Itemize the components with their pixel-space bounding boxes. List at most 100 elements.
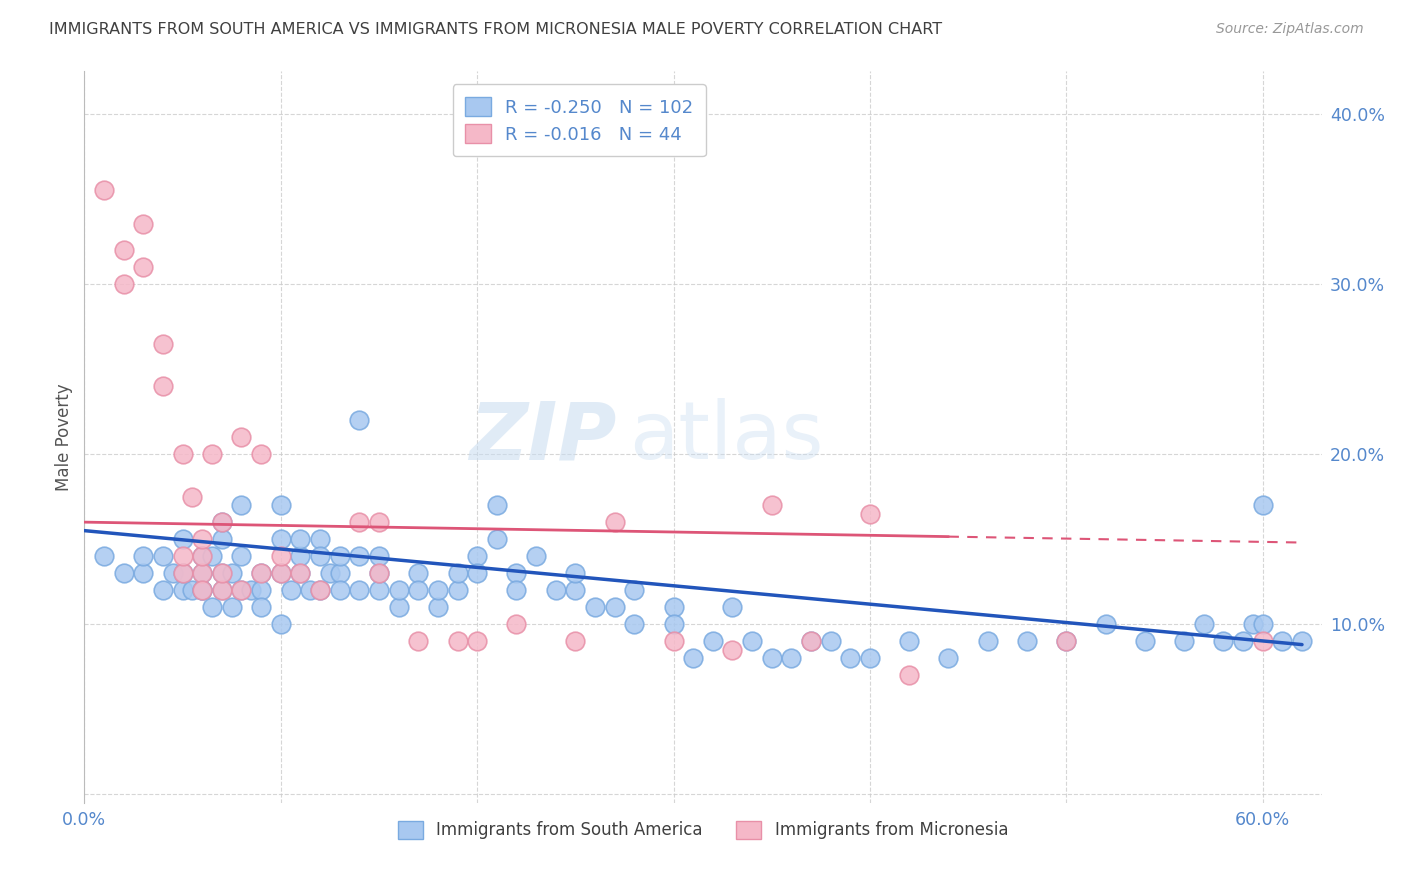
- Point: [741, 634, 763, 648]
- Point: [721, 600, 744, 615]
- Point: [465, 566, 488, 581]
- Point: [800, 634, 823, 648]
- Point: [152, 336, 174, 351]
- Point: [290, 532, 312, 546]
- Point: [191, 532, 214, 546]
- Point: [1251, 617, 1274, 632]
- Point: [112, 243, 135, 257]
- Point: [290, 549, 312, 563]
- Point: [231, 583, 253, 598]
- Point: [211, 532, 233, 546]
- Point: [191, 583, 214, 598]
- Point: [662, 634, 685, 648]
- Point: [162, 566, 184, 581]
- Point: [839, 651, 862, 665]
- Point: [211, 566, 233, 581]
- Point: [1251, 498, 1274, 512]
- Point: [250, 583, 273, 598]
- Point: [231, 583, 253, 598]
- Point: [368, 566, 391, 581]
- Point: [280, 583, 302, 598]
- Point: [329, 566, 352, 581]
- Point: [505, 583, 527, 598]
- Point: [349, 549, 371, 563]
- Point: [1241, 617, 1264, 632]
- Point: [132, 566, 155, 581]
- Point: [682, 651, 704, 665]
- Point: [172, 566, 194, 581]
- Point: [290, 566, 312, 581]
- Point: [309, 532, 332, 546]
- Point: [319, 566, 342, 581]
- Point: [603, 515, 626, 529]
- Point: [270, 549, 292, 563]
- Point: [1212, 634, 1234, 648]
- Point: [270, 566, 292, 581]
- Point: [485, 498, 508, 512]
- Point: [201, 447, 224, 461]
- Point: [309, 583, 332, 598]
- Point: [820, 634, 842, 648]
- Point: [112, 566, 135, 581]
- Point: [1251, 634, 1274, 648]
- Point: [800, 634, 823, 648]
- Legend: Immigrants from South America, Immigrants from Micronesia: Immigrants from South America, Immigrant…: [388, 811, 1018, 849]
- Point: [152, 583, 174, 598]
- Point: [93, 549, 115, 563]
- Point: [112, 277, 135, 291]
- Point: [1094, 617, 1116, 632]
- Point: [132, 549, 155, 563]
- Point: [270, 532, 292, 546]
- Point: [191, 566, 214, 581]
- Point: [201, 600, 224, 615]
- Point: [211, 583, 233, 598]
- Point: [1054, 634, 1077, 648]
- Point: [368, 549, 391, 563]
- Point: [898, 634, 921, 648]
- Point: [623, 583, 645, 598]
- Point: [938, 651, 960, 665]
- Point: [859, 651, 882, 665]
- Point: [485, 532, 508, 546]
- Point: [270, 498, 292, 512]
- Point: [1232, 634, 1254, 648]
- Point: [1015, 634, 1038, 648]
- Point: [211, 583, 233, 598]
- Point: [221, 566, 243, 581]
- Point: [211, 515, 233, 529]
- Point: [564, 634, 586, 648]
- Point: [702, 634, 724, 648]
- Point: [583, 600, 606, 615]
- Text: Source: ZipAtlas.com: Source: ZipAtlas.com: [1216, 22, 1364, 37]
- Text: ZIP: ZIP: [470, 398, 616, 476]
- Point: [152, 549, 174, 563]
- Point: [329, 583, 352, 598]
- Point: [564, 566, 586, 581]
- Point: [349, 515, 371, 529]
- Point: [387, 600, 409, 615]
- Point: [172, 549, 194, 563]
- Point: [368, 583, 391, 598]
- Point: [368, 515, 391, 529]
- Point: [505, 617, 527, 632]
- Point: [231, 549, 253, 563]
- Point: [426, 600, 449, 615]
- Point: [231, 498, 253, 512]
- Point: [132, 260, 155, 274]
- Point: [231, 430, 253, 444]
- Point: [406, 583, 429, 598]
- Point: [406, 566, 429, 581]
- Point: [299, 583, 322, 598]
- Point: [505, 566, 527, 581]
- Point: [368, 566, 391, 581]
- Point: [191, 549, 214, 563]
- Point: [406, 634, 429, 648]
- Point: [309, 549, 332, 563]
- Point: [211, 515, 233, 529]
- Point: [270, 566, 292, 581]
- Point: [387, 583, 409, 598]
- Point: [761, 498, 783, 512]
- Point: [250, 566, 273, 581]
- Point: [465, 549, 488, 563]
- Point: [524, 549, 547, 563]
